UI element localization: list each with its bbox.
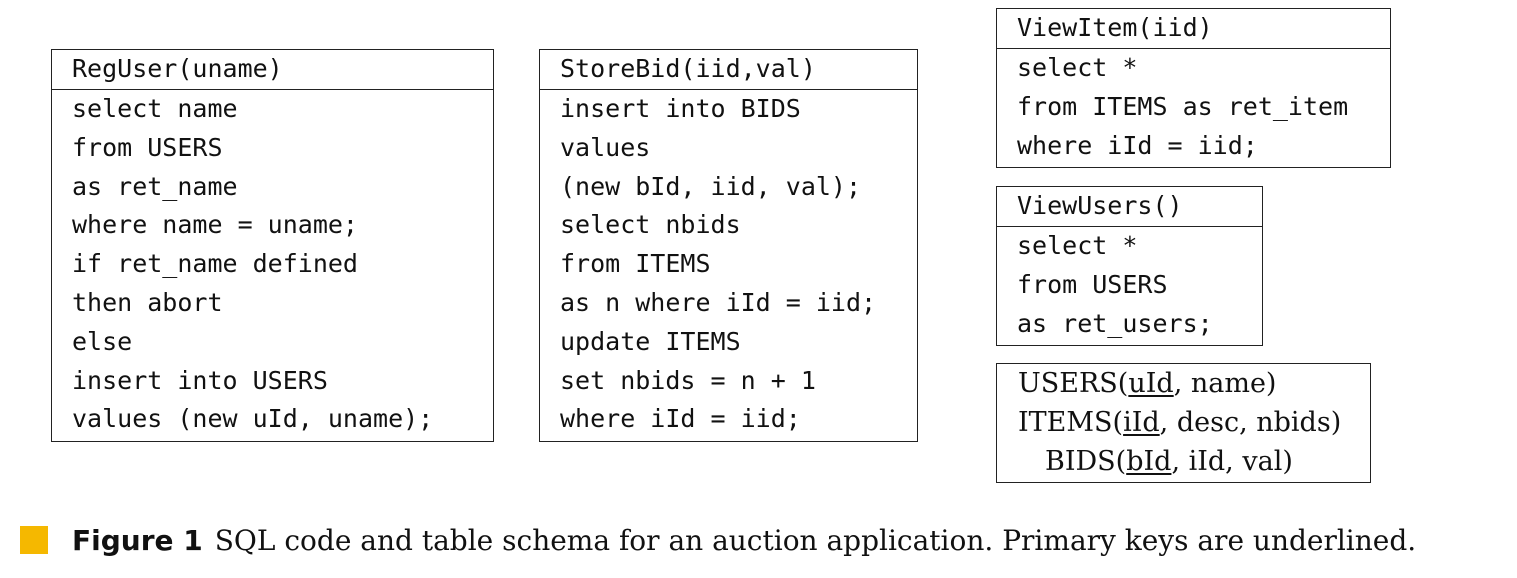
schema-row-items: ITEMS(iId, desc, nbids)	[1018, 407, 1342, 438]
code-line: else	[72, 326, 133, 356]
primary-key: iId	[1123, 407, 1160, 438]
viewusers-header: ViewUsers()	[997, 187, 1262, 227]
code-line: from USERS	[72, 132, 223, 162]
viewitem-body: select * from ITEMS as ret_item where iI…	[997, 49, 1390, 165]
storebid-code-box: StoreBid(iid,val) insert into BIDS value…	[539, 49, 918, 442]
schema-table-name: ITEMS	[1018, 407, 1113, 438]
viewitem-header: ViewItem(iid)	[997, 9, 1390, 49]
code-line: values	[560, 132, 651, 162]
code-line: where iId = iid;	[560, 404, 801, 434]
code-line: select *	[1017, 231, 1138, 260]
viewusers-code-box: ViewUsers() select * from USERS as ret_u…	[996, 186, 1263, 346]
storebid-body: insert into BIDS values (new bId, iid, v…	[540, 90, 917, 439]
viewitem-code-box: ViewItem(iid) select * from ITEMS as ret…	[996, 8, 1391, 168]
reguser-body: select name from USERS as ret_name where…	[52, 90, 493, 439]
caption-text: SQL code and table schema for an auction…	[214, 523, 1417, 557]
code-line: where iId = iid;	[1017, 130, 1258, 160]
caption-marker-icon	[20, 526, 48, 554]
schema-row-bids: BIDS(bId, iId, val)	[1045, 446, 1293, 477]
figure-caption: Figure 1 SQL code and table schema for a…	[20, 518, 1416, 562]
code-line: select nbids	[560, 210, 741, 240]
code-line: if ret_name defined	[72, 249, 358, 279]
reguser-header: RegUser(uname)	[52, 50, 493, 90]
primary-key: bId	[1126, 446, 1172, 477]
storebid-header: StoreBid(iid,val)	[540, 50, 917, 90]
viewusers-body: select * from USERS as ret_users;	[997, 227, 1262, 343]
schema-row-users: USERS(uId, name)	[1018, 368, 1277, 399]
code-line: insert into BIDS	[560, 94, 801, 123]
schema-columns: , name)	[1173, 368, 1277, 399]
table-schema-box: USERS(uId, name) ITEMS(iId, desc, nbids)…	[996, 363, 1371, 483]
code-line: (new bId, iid, val);	[560, 171, 862, 201]
figure-label: Figure 1	[72, 523, 203, 557]
schema-table-name: BIDS	[1045, 446, 1116, 477]
code-line: update ITEMS	[560, 326, 741, 356]
schema-table-name: USERS	[1018, 368, 1118, 399]
code-line: select *	[1017, 53, 1138, 82]
primary-key: uId	[1128, 368, 1174, 399]
code-line: insert into USERS	[72, 365, 328, 395]
code-line: as ret_users;	[1017, 308, 1213, 338]
reguser-code-box: RegUser(uname) select name from USERS as…	[51, 49, 494, 442]
code-line: as ret_name	[72, 171, 238, 201]
code-line: set nbids = n + 1	[560, 365, 816, 395]
code-line: where name = uname;	[72, 210, 358, 240]
code-line: from ITEMS as ret_item	[1017, 91, 1349, 121]
code-line: as n where iId = iid;	[560, 287, 877, 317]
code-line: from USERS	[1017, 269, 1168, 299]
code-line: select name	[72, 94, 238, 123]
schema-columns: , desc, nbids)	[1159, 407, 1342, 438]
code-line: from ITEMS	[560, 249, 711, 279]
schema-columns: , iId, val)	[1171, 446, 1293, 477]
code-line: values (new uId, uname);	[72, 404, 434, 434]
code-line: then abort	[72, 287, 223, 317]
